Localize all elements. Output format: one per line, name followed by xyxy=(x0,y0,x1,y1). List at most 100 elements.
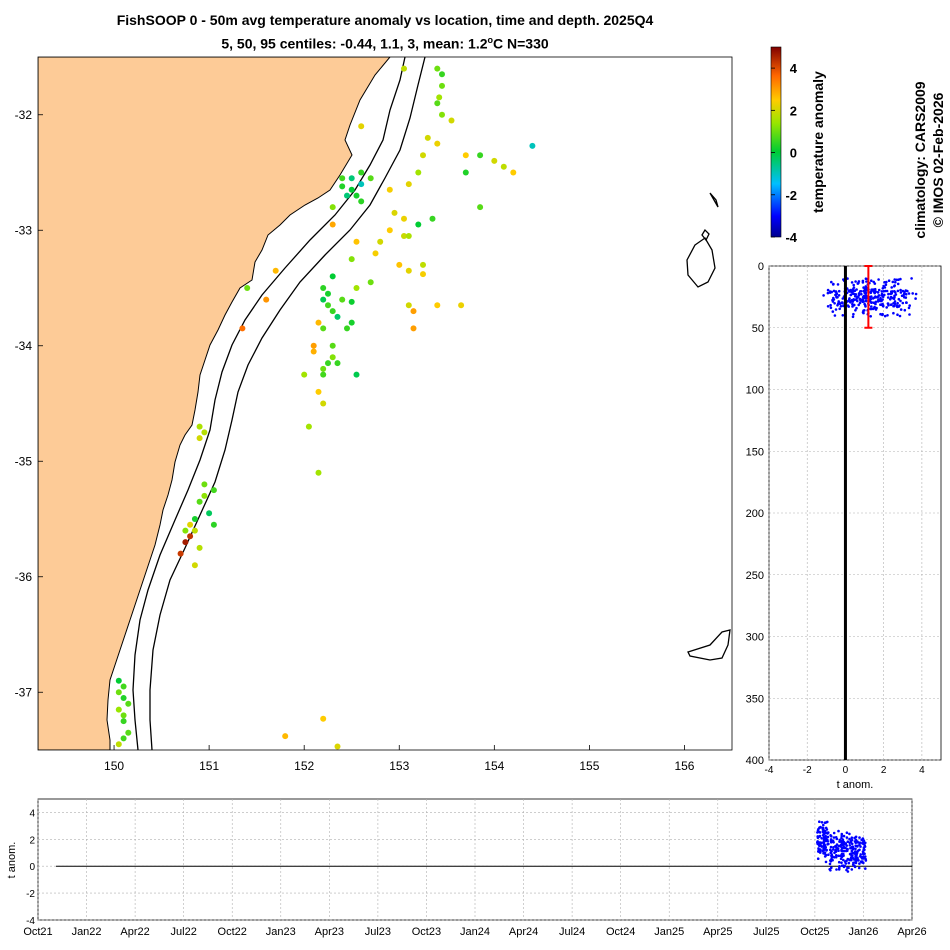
timeseries-x-tick-label: Jan23 xyxy=(266,926,296,938)
map-point xyxy=(187,521,194,528)
timeseries-point xyxy=(853,861,857,864)
depth-point xyxy=(897,305,900,308)
depth-point xyxy=(837,289,841,293)
timeseries-point xyxy=(823,847,827,851)
map-point xyxy=(196,423,203,430)
depth-point xyxy=(826,291,830,295)
map-point xyxy=(510,169,517,176)
map-y-tick-label: -36 xyxy=(15,570,33,584)
depth-point xyxy=(884,283,888,287)
timeseries-point xyxy=(862,842,865,845)
depth-x-tick-label: 4 xyxy=(919,765,925,776)
depth-point xyxy=(858,290,862,293)
map-point xyxy=(353,371,360,378)
timeseries-point xyxy=(840,832,844,836)
timeseries-point xyxy=(849,840,853,844)
timeseries-point xyxy=(845,836,849,839)
timeseries-point xyxy=(837,829,840,833)
map-point xyxy=(529,142,536,149)
map-point xyxy=(329,308,336,315)
map-point xyxy=(182,539,189,546)
depth-point xyxy=(834,290,838,293)
timeseries-point xyxy=(837,844,841,848)
map-point xyxy=(310,348,317,355)
timeseries-point xyxy=(846,866,849,870)
timeseries-y-tick-label: 0 xyxy=(29,862,35,873)
depth-point xyxy=(877,288,881,292)
map-point xyxy=(367,175,374,182)
depth-point xyxy=(830,280,833,284)
depth-centile-bar xyxy=(864,265,873,329)
depth-point xyxy=(877,278,880,281)
map-point xyxy=(329,204,336,211)
map-point xyxy=(410,308,417,315)
depth-profile-panel: -4 -2 0 2 4 0 50 100 150 200 250 300 350 400 t anom. xyxy=(746,261,942,791)
map-point xyxy=(263,296,270,303)
map-point xyxy=(115,706,122,713)
depth-point xyxy=(835,296,838,299)
timeseries-point xyxy=(840,834,843,838)
chart-title-line2: 5, 50, 95 centiles: -0.44, 1.1, 3, mean:… xyxy=(0,35,770,52)
depth-point xyxy=(871,297,875,300)
map-point xyxy=(196,544,203,551)
chart-title-line1: FishSOOP 0 - 50m avg temperature anomaly… xyxy=(116,12,654,28)
map-point xyxy=(196,435,203,442)
colorbar-label: temperature anomaly xyxy=(810,71,826,213)
depth-point xyxy=(910,277,913,280)
depth-grid xyxy=(768,265,941,761)
timeseries-point xyxy=(842,842,846,845)
timeseries-point xyxy=(824,821,828,824)
depth-point xyxy=(880,292,884,296)
map-panel: 150 151 152 153 154 155 156 -32 -33 -34 -35 -36 -37 xyxy=(15,56,733,773)
timeseries-x-tick-label: Apr26 xyxy=(897,926,926,938)
map-point xyxy=(405,267,412,274)
depth-y-tick-label: 350 xyxy=(746,693,764,705)
map-point xyxy=(320,365,327,372)
depth-point xyxy=(850,291,854,294)
timeseries-y-tick-label: -4 xyxy=(26,916,35,927)
depth-point xyxy=(887,279,891,283)
map-point xyxy=(434,65,441,72)
map-point xyxy=(201,429,208,436)
depth-point xyxy=(864,285,868,288)
depth-point xyxy=(907,306,911,310)
depth-point xyxy=(885,306,888,309)
map-point xyxy=(439,82,445,89)
timeseries-point xyxy=(862,839,866,842)
map-y-tick-label: -37 xyxy=(15,685,33,699)
depth-point xyxy=(851,315,855,319)
depth-point xyxy=(893,300,897,303)
depth-x-tick-label: -4 xyxy=(765,765,774,776)
colorbar-ticks: 4 2 0 -2 -4 xyxy=(771,61,798,245)
map-point xyxy=(429,215,436,222)
map-point xyxy=(282,733,289,740)
timeseries-point xyxy=(829,839,833,843)
depth-y-tick-label: 400 xyxy=(746,755,764,767)
map-point xyxy=(334,313,341,320)
depth-point xyxy=(834,308,838,311)
timeseries-point xyxy=(851,847,855,851)
depth-point xyxy=(897,297,901,301)
depth-point xyxy=(882,284,885,288)
timeseries-point xyxy=(816,842,819,845)
depth-point xyxy=(873,291,876,295)
map-x-axis: 150 151 152 153 154 155 156 xyxy=(104,745,695,773)
map-point xyxy=(329,342,336,349)
depth-point xyxy=(898,314,902,318)
timeseries-point xyxy=(862,846,866,849)
timeseries-point xyxy=(847,861,851,865)
depth-point xyxy=(863,302,866,306)
timeseries-point xyxy=(842,846,846,850)
timeseries-y-tick-label: 4 xyxy=(29,808,35,819)
map-point xyxy=(315,469,322,476)
depth-axis-ticks: -4 -2 0 2 4 0 50 100 150 200 250 300 350 400 xyxy=(746,261,925,776)
depth-point xyxy=(850,281,854,284)
map-point xyxy=(344,192,350,199)
map-point xyxy=(500,163,507,170)
depth-point xyxy=(870,305,873,308)
map-point xyxy=(244,285,251,291)
map-point xyxy=(348,175,355,182)
timeseries-point xyxy=(832,831,836,835)
timeseries-point xyxy=(864,858,868,862)
depth-point xyxy=(853,289,857,293)
